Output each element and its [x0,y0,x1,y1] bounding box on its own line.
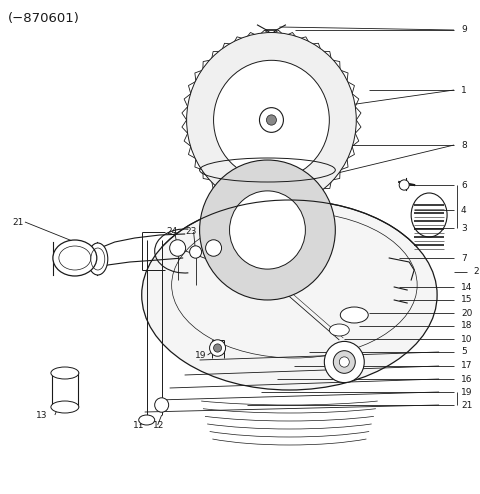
Text: 10: 10 [461,334,473,343]
Circle shape [205,240,222,256]
Text: 7: 7 [461,253,467,262]
Text: 8: 8 [461,140,467,150]
Text: 21: 21 [12,217,24,227]
Circle shape [169,240,186,256]
Circle shape [200,160,336,300]
Text: 24: 24 [167,228,178,237]
Ellipse shape [51,367,79,379]
Circle shape [324,341,364,382]
Text: 23: 23 [186,228,197,237]
Circle shape [214,344,222,352]
Circle shape [210,340,226,356]
Ellipse shape [51,401,79,413]
Text: 14: 14 [461,283,472,291]
Text: 13: 13 [36,411,48,419]
Text: 18: 18 [461,322,473,330]
Circle shape [399,180,409,190]
Circle shape [339,357,349,367]
Circle shape [333,351,355,373]
Ellipse shape [139,415,155,425]
Text: 16: 16 [461,374,473,383]
Circle shape [214,60,329,180]
Ellipse shape [329,324,349,336]
Text: 9: 9 [461,26,467,35]
Text: (−870601): (−870601) [8,12,80,25]
Circle shape [190,246,202,258]
Text: 12: 12 [153,420,164,429]
Text: 19: 19 [194,351,206,360]
Circle shape [266,115,276,125]
Ellipse shape [340,307,368,323]
Text: 20: 20 [461,308,472,318]
Text: 1: 1 [461,85,467,94]
Text: 19: 19 [461,387,473,397]
Text: 4: 4 [461,206,467,214]
Ellipse shape [142,200,437,390]
Text: 6: 6 [461,180,467,190]
Circle shape [155,398,168,412]
Text: 3: 3 [461,223,467,233]
Circle shape [187,33,356,207]
Text: 5: 5 [461,347,467,357]
Circle shape [229,191,305,269]
Text: 22: 22 [207,228,219,237]
Circle shape [260,108,283,132]
Ellipse shape [53,240,97,276]
Bar [52,372,78,407]
Ellipse shape [88,243,108,275]
Text: 15: 15 [461,295,473,304]
Text: 11: 11 [133,420,144,429]
Text: 21: 21 [461,401,472,410]
Text: 17: 17 [461,362,473,370]
Text: 2: 2 [473,267,479,277]
